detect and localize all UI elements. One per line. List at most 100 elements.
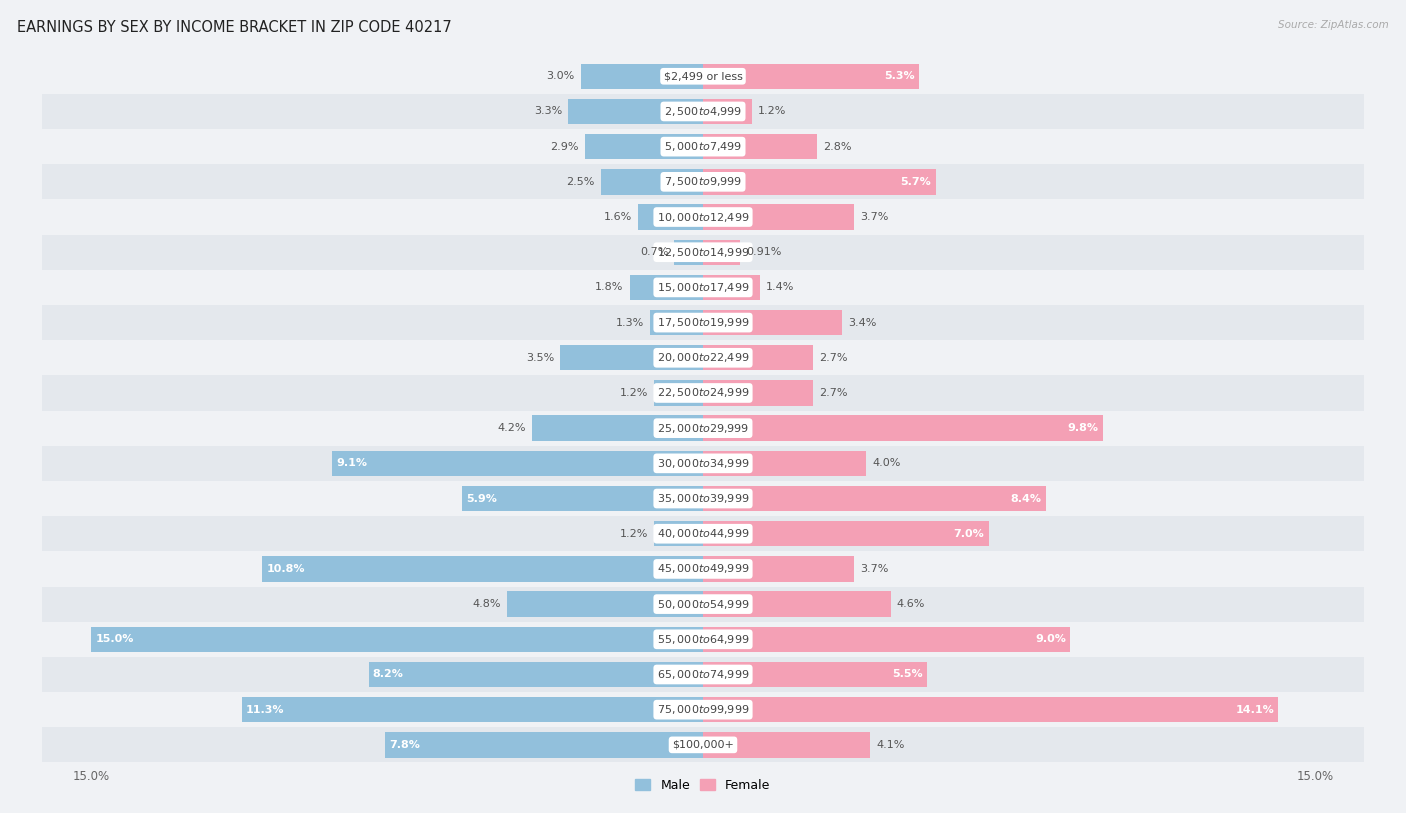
Text: 15.0%: 15.0%: [96, 634, 134, 644]
Bar: [10, 59, 1396, 93]
Text: $22,500 to $24,999: $22,500 to $24,999: [657, 386, 749, 399]
Text: 5.5%: 5.5%: [893, 669, 924, 680]
Text: $2,500 to $4,999: $2,500 to $4,999: [664, 105, 742, 118]
Bar: [581, 63, 703, 89]
Bar: [10, 376, 1396, 411]
Text: 3.3%: 3.3%: [534, 107, 562, 116]
Bar: [10, 129, 1396, 164]
Bar: [703, 486, 1046, 511]
Text: 1.4%: 1.4%: [766, 282, 794, 293]
Bar: [703, 733, 870, 758]
Text: 1.8%: 1.8%: [595, 282, 623, 293]
Text: 1.2%: 1.2%: [758, 107, 786, 116]
Bar: [10, 164, 1396, 199]
Bar: [10, 235, 1396, 270]
Text: 4.6%: 4.6%: [897, 599, 925, 609]
Text: 3.7%: 3.7%: [860, 212, 889, 222]
Text: $55,000 to $64,999: $55,000 to $64,999: [657, 633, 749, 646]
Text: $5,000 to $7,499: $5,000 to $7,499: [664, 140, 742, 153]
Bar: [10, 305, 1396, 340]
Bar: [703, 345, 813, 371]
Bar: [242, 697, 703, 722]
Text: $75,000 to $99,999: $75,000 to $99,999: [657, 703, 749, 716]
Bar: [10, 411, 1396, 446]
Text: 3.5%: 3.5%: [526, 353, 554, 363]
Bar: [703, 99, 752, 124]
Text: 11.3%: 11.3%: [246, 705, 284, 715]
Text: $100,000+: $100,000+: [672, 740, 734, 750]
Bar: [654, 380, 703, 406]
Text: 5.3%: 5.3%: [884, 72, 915, 81]
Bar: [332, 450, 703, 476]
Bar: [10, 692, 1396, 728]
Bar: [703, 204, 853, 230]
Text: 7.0%: 7.0%: [953, 528, 984, 539]
Text: 4.1%: 4.1%: [876, 740, 904, 750]
Bar: [703, 450, 866, 476]
Bar: [585, 134, 703, 159]
Text: 1.2%: 1.2%: [620, 388, 648, 398]
Bar: [703, 697, 1278, 722]
Bar: [10, 340, 1396, 376]
Text: $50,000 to $54,999: $50,000 to $54,999: [657, 598, 749, 611]
Bar: [675, 240, 703, 265]
Bar: [508, 591, 703, 617]
Text: 1.2%: 1.2%: [620, 528, 648, 539]
Bar: [263, 556, 703, 581]
Text: 2.7%: 2.7%: [820, 353, 848, 363]
Text: $65,000 to $74,999: $65,000 to $74,999: [657, 668, 749, 681]
Text: $2,499 or less: $2,499 or less: [664, 72, 742, 81]
Bar: [703, 591, 890, 617]
Text: 3.0%: 3.0%: [547, 72, 575, 81]
Bar: [703, 556, 853, 581]
Bar: [630, 275, 703, 300]
Text: $25,000 to $29,999: $25,000 to $29,999: [657, 422, 749, 435]
Bar: [10, 199, 1396, 235]
Bar: [10, 270, 1396, 305]
Text: $7,500 to $9,999: $7,500 to $9,999: [664, 176, 742, 189]
Bar: [703, 275, 761, 300]
Bar: [638, 204, 703, 230]
Text: 2.9%: 2.9%: [550, 141, 579, 152]
Bar: [10, 446, 1396, 481]
Text: $10,000 to $12,499: $10,000 to $12,499: [657, 211, 749, 224]
Legend: Male, Female: Male, Female: [630, 774, 776, 797]
Bar: [560, 345, 703, 371]
Bar: [703, 415, 1102, 441]
Text: 14.1%: 14.1%: [1236, 705, 1274, 715]
Bar: [703, 380, 813, 406]
Text: 5.7%: 5.7%: [901, 177, 931, 187]
Bar: [568, 99, 703, 124]
Text: 9.8%: 9.8%: [1067, 423, 1098, 433]
Text: 1.6%: 1.6%: [603, 212, 631, 222]
Bar: [10, 93, 1396, 129]
Bar: [91, 627, 703, 652]
Bar: [10, 516, 1396, 551]
Text: $30,000 to $34,999: $30,000 to $34,999: [657, 457, 749, 470]
Bar: [703, 169, 935, 194]
Bar: [654, 521, 703, 546]
Text: 7.8%: 7.8%: [389, 740, 420, 750]
Text: $40,000 to $44,999: $40,000 to $44,999: [657, 527, 749, 540]
Bar: [10, 657, 1396, 692]
Bar: [531, 415, 703, 441]
Text: $45,000 to $49,999: $45,000 to $49,999: [657, 563, 749, 576]
Bar: [650, 310, 703, 335]
Text: Source: ZipAtlas.com: Source: ZipAtlas.com: [1278, 20, 1389, 30]
Bar: [600, 169, 703, 194]
Text: 2.7%: 2.7%: [820, 388, 848, 398]
Text: $20,000 to $22,499: $20,000 to $22,499: [657, 351, 749, 364]
Bar: [10, 622, 1396, 657]
Bar: [703, 627, 1070, 652]
Text: 2.5%: 2.5%: [567, 177, 595, 187]
Text: 0.91%: 0.91%: [747, 247, 782, 257]
Text: 4.2%: 4.2%: [498, 423, 526, 433]
Text: $12,500 to $14,999: $12,500 to $14,999: [657, 246, 749, 259]
Bar: [703, 662, 928, 687]
Text: 4.8%: 4.8%: [472, 599, 501, 609]
Text: 8.2%: 8.2%: [373, 669, 404, 680]
Bar: [368, 662, 703, 687]
Text: 0.7%: 0.7%: [640, 247, 668, 257]
Bar: [10, 481, 1396, 516]
Text: 5.9%: 5.9%: [467, 493, 498, 503]
